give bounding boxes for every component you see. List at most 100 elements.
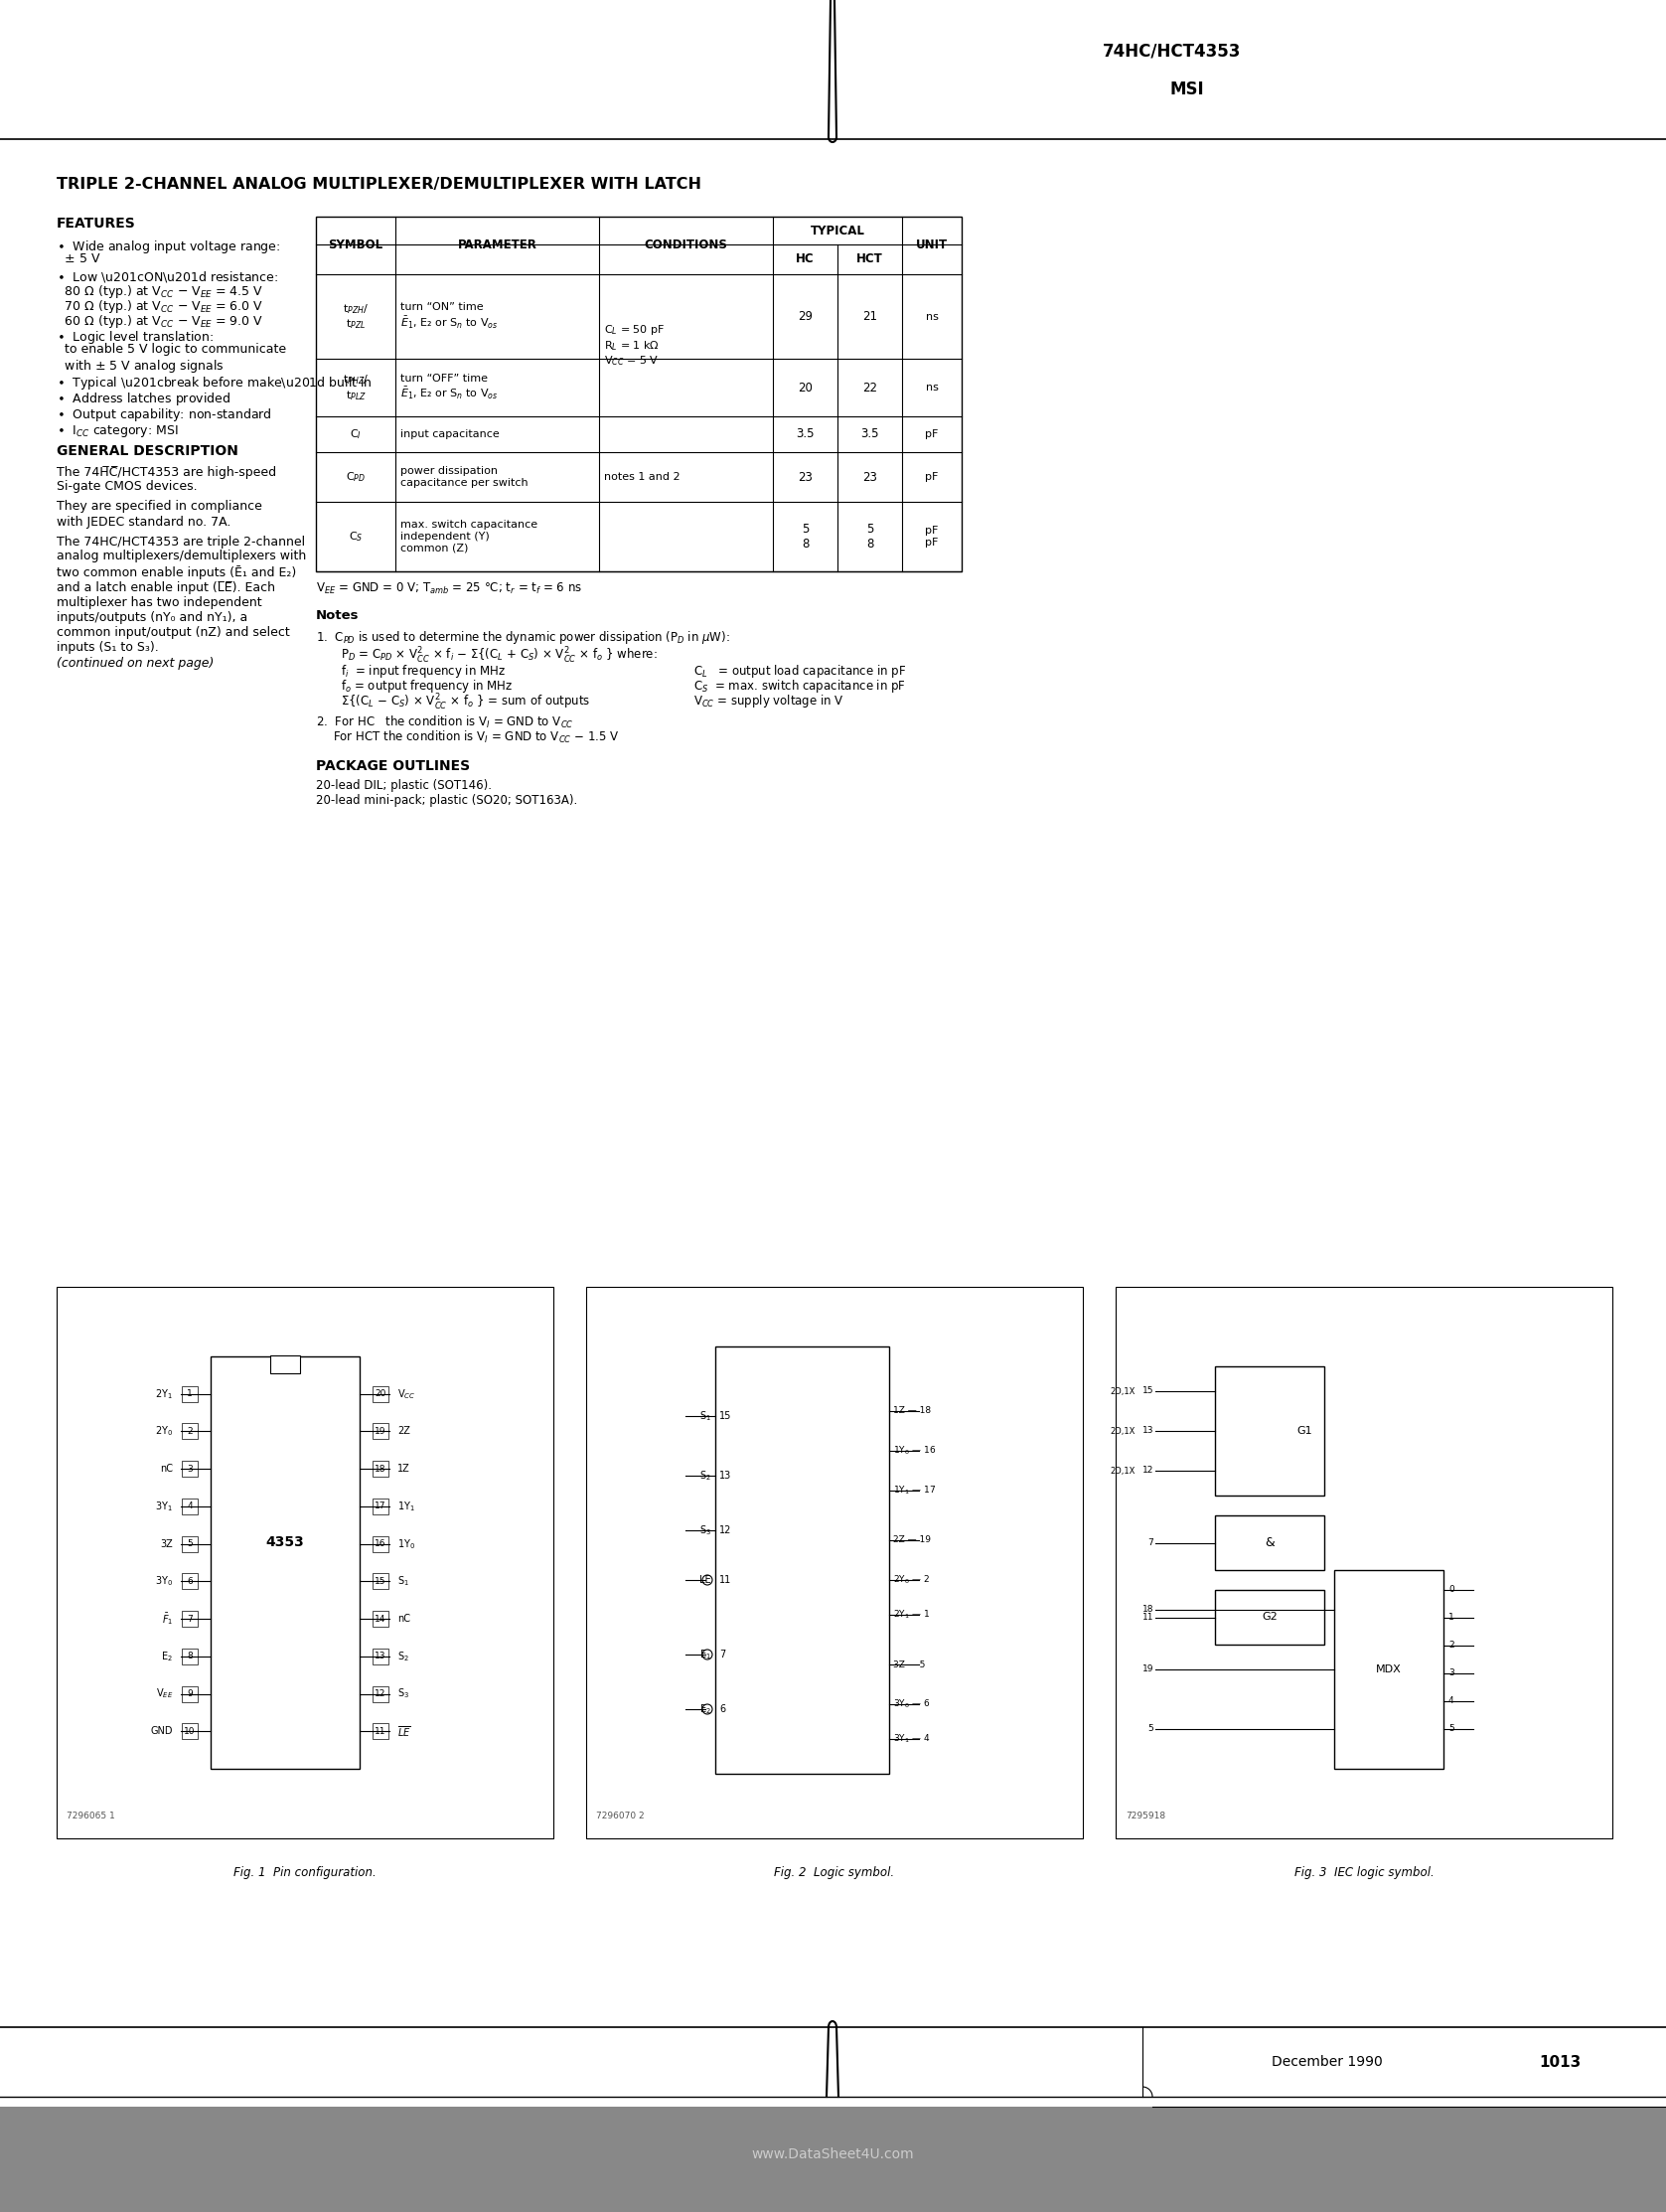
Text: f$_o$ = output frequency in MHz: f$_o$ = output frequency in MHz bbox=[342, 677, 513, 695]
Text: 1: 1 bbox=[1448, 1613, 1454, 1621]
Bar bbox=[373, 1573, 388, 1588]
Bar bbox=[373, 1425, 388, 1440]
Text: C$_L$ = 50 pF
R$_L$ = 1 k$\Omega$
V$_{CC}$ = 5 V: C$_L$ = 50 pF R$_L$ = 1 k$\Omega$ V$_{CC… bbox=[605, 323, 665, 367]
Bar bbox=[373, 1723, 388, 1739]
Text: E$_2$: E$_2$ bbox=[700, 1703, 711, 1717]
Text: 7: 7 bbox=[720, 1650, 725, 1659]
Bar bbox=[1215, 1515, 1324, 1571]
Text: t$_{PZH}$/
t$_{PZL}$: t$_{PZH}$/ t$_{PZL}$ bbox=[343, 301, 368, 332]
Text: $\bullet$  Typical \u201cbreak before make\u201d built in: $\bullet$ Typical \u201cbreak before mak… bbox=[57, 374, 373, 392]
Text: TYPICAL: TYPICAL bbox=[810, 223, 865, 237]
Text: 3Y$_1$ — 4: 3Y$_1$ — 4 bbox=[893, 1732, 930, 1745]
Text: 5
8: 5 8 bbox=[801, 522, 810, 551]
Text: 22: 22 bbox=[863, 380, 878, 394]
Text: UNIT: UNIT bbox=[916, 239, 948, 252]
Text: $\pm$ 5 V: $\pm$ 5 V bbox=[57, 252, 102, 265]
Text: C$_{PD}$: C$_{PD}$ bbox=[345, 471, 365, 484]
Text: 5
8: 5 8 bbox=[866, 522, 873, 551]
Text: 3Y$_0$ — 6: 3Y$_0$ — 6 bbox=[893, 1699, 930, 1710]
Text: 1Y$_1$ — 17: 1Y$_1$ — 17 bbox=[893, 1484, 936, 1498]
Text: Notes: Notes bbox=[317, 608, 360, 622]
Bar bbox=[182, 1723, 198, 1739]
Text: $\bullet$  I$_{CC}$ category: MSI: $\bullet$ I$_{CC}$ category: MSI bbox=[57, 422, 178, 440]
Text: 1Y$_0$ — 16: 1Y$_0$ — 16 bbox=[893, 1444, 936, 1458]
Text: 1Y$_0$: 1Y$_0$ bbox=[398, 1537, 415, 1551]
Bar bbox=[373, 1387, 388, 1402]
Text: 29: 29 bbox=[798, 310, 813, 323]
Text: MSI: MSI bbox=[1170, 80, 1205, 97]
Text: HC: HC bbox=[796, 252, 815, 265]
Text: to enable 5 V logic to communicate: to enable 5 V logic to communicate bbox=[57, 343, 287, 356]
Bar bbox=[373, 1498, 388, 1515]
Bar bbox=[317, 217, 961, 571]
Text: 11: 11 bbox=[1141, 1613, 1153, 1621]
Text: C$_L$   = output load capacitance in pF: C$_L$ = output load capacitance in pF bbox=[693, 664, 906, 679]
Bar bbox=[1215, 1590, 1324, 1644]
Text: 7295918: 7295918 bbox=[1126, 1812, 1166, 1820]
Text: max. switch capacitance
independent (Y)
common (Z): max. switch capacitance independent (Y) … bbox=[400, 520, 538, 553]
Text: S$_3$: S$_3$ bbox=[700, 1524, 711, 1537]
Text: $\bullet$  Address latches provided: $\bullet$ Address latches provided bbox=[57, 392, 230, 407]
Text: 11: 11 bbox=[720, 1575, 731, 1586]
Text: turn “ON” time
$\bar{E}_1$, E₂ or S$_n$ to V$_{os}$: turn “ON” time $\bar{E}_1$, E₂ or S$_n$ … bbox=[400, 303, 498, 330]
Text: 20-lead DIL; plastic (SOT146).: 20-lead DIL; plastic (SOT146). bbox=[317, 779, 491, 792]
Text: C$_S$  = max. switch capacitance in pF: C$_S$ = max. switch capacitance in pF bbox=[693, 677, 906, 695]
Bar bbox=[1334, 1571, 1443, 1770]
Text: $\bar{F}_1$: $\bar{F}_1$ bbox=[162, 1610, 173, 1626]
Text: SYMBOL: SYMBOL bbox=[328, 239, 383, 252]
Text: 4: 4 bbox=[1448, 1697, 1454, 1705]
Text: 1.  C$_{PD}$ is used to determine the dynamic power dissipation (P$_D$ in $\mu$W: 1. C$_{PD}$ is used to determine the dyn… bbox=[317, 628, 730, 646]
Text: 18: 18 bbox=[1141, 1606, 1153, 1615]
Text: 70 $\Omega$ (typ.) at V$_{CC}$ $-$ V$_{EE}$ = 6.0 V: 70 $\Omega$ (typ.) at V$_{CC}$ $-$ V$_{E… bbox=[57, 299, 263, 314]
Text: 5: 5 bbox=[187, 1540, 193, 1548]
Text: power dissipation
capacitance per switch: power dissipation capacitance per switch bbox=[400, 467, 528, 487]
Text: 15: 15 bbox=[720, 1411, 731, 1420]
Text: 23: 23 bbox=[798, 471, 813, 484]
Text: 2: 2 bbox=[187, 1427, 193, 1436]
Bar bbox=[373, 1648, 388, 1663]
Text: 13: 13 bbox=[1141, 1427, 1153, 1436]
Bar bbox=[182, 1610, 198, 1626]
Bar bbox=[182, 1460, 198, 1478]
Text: www.DataSheet4U.com: www.DataSheet4U.com bbox=[751, 2148, 913, 2161]
Text: 21: 21 bbox=[863, 310, 878, 323]
Text: They are specified in compliance
with JEDEC standard no. 7A.: They are specified in compliance with JE… bbox=[57, 500, 262, 529]
Text: pF: pF bbox=[925, 429, 938, 440]
Text: December 1990: December 1990 bbox=[1271, 2055, 1383, 2068]
Text: 80 $\Omega$ (typ.) at V$_{CC}$ $-$ V$_{EE}$ = 4.5 V: 80 $\Omega$ (typ.) at V$_{CC}$ $-$ V$_{E… bbox=[57, 283, 263, 301]
Text: pF: pF bbox=[925, 471, 938, 482]
Text: 16: 16 bbox=[375, 1540, 387, 1548]
Text: 60 $\Omega$ (typ.) at V$_{CC}$ $-$ V$_{EE}$ = 9.0 V: 60 $\Omega$ (typ.) at V$_{CC}$ $-$ V$_{E… bbox=[57, 312, 263, 330]
Text: 11: 11 bbox=[375, 1728, 387, 1736]
Text: 13: 13 bbox=[375, 1652, 387, 1661]
Text: $\Sigma${(C$_L$ $-$ C$_S$) $\times$ V$_{CC}^2$ $\times$ f$_o$ } = sum of outputs: $\Sigma${(C$_L$ $-$ C$_S$) $\times$ V$_{… bbox=[342, 692, 590, 712]
Text: Fig. 2  Logic symbol.: Fig. 2 Logic symbol. bbox=[775, 1867, 895, 1880]
Text: The 74H̅C̅/HCT4353 are high-speed
Si-gate CMOS devices.: The 74H̅C̅/HCT4353 are high-speed Si-gat… bbox=[57, 465, 277, 493]
Text: notes 1 and 2: notes 1 and 2 bbox=[605, 471, 680, 482]
Text: 2Y$_1$ — 1: 2Y$_1$ — 1 bbox=[893, 1608, 930, 1621]
Text: 1Y$_1$: 1Y$_1$ bbox=[398, 1500, 415, 1513]
Text: GND: GND bbox=[150, 1725, 173, 1736]
Text: 1: 1 bbox=[187, 1389, 193, 1398]
Text: MDX: MDX bbox=[1376, 1663, 1401, 1674]
Bar bbox=[182, 1686, 198, 1701]
Text: turn “OFF” time
$\bar{E}_1$, E₂ or S$_n$ to V$_{os}$: turn “OFF” time $\bar{E}_1$, E₂ or S$_n$… bbox=[400, 374, 498, 403]
Text: 7: 7 bbox=[1148, 1537, 1153, 1546]
Text: 15: 15 bbox=[1141, 1387, 1153, 1396]
Text: 13: 13 bbox=[720, 1471, 731, 1480]
Text: (continued on next page): (continued on next page) bbox=[57, 657, 213, 670]
Text: 7296065 1: 7296065 1 bbox=[67, 1812, 115, 1820]
Text: input capacitance: input capacitance bbox=[400, 429, 500, 440]
Text: V$_{CC}$ = supply voltage in V: V$_{CC}$ = supply voltage in V bbox=[693, 692, 845, 710]
Text: 2Z — 19: 2Z — 19 bbox=[893, 1535, 931, 1544]
Text: PARAMETER: PARAMETER bbox=[458, 239, 536, 252]
Text: The 74HC/HCT4353 are triple 2-channel
analog multiplexers/demultiplexers with
tw: The 74HC/HCT4353 are triple 2-channel an… bbox=[57, 535, 307, 653]
Text: HCT: HCT bbox=[856, 252, 883, 265]
Bar bbox=[270, 1356, 300, 1374]
Text: 1Z — 18: 1Z — 18 bbox=[893, 1407, 931, 1416]
Bar bbox=[1116, 1287, 1613, 1838]
Text: 9: 9 bbox=[187, 1690, 193, 1699]
Text: &: & bbox=[1264, 1537, 1274, 1548]
Text: 14: 14 bbox=[375, 1615, 387, 1624]
Text: 2: 2 bbox=[1448, 1641, 1454, 1650]
